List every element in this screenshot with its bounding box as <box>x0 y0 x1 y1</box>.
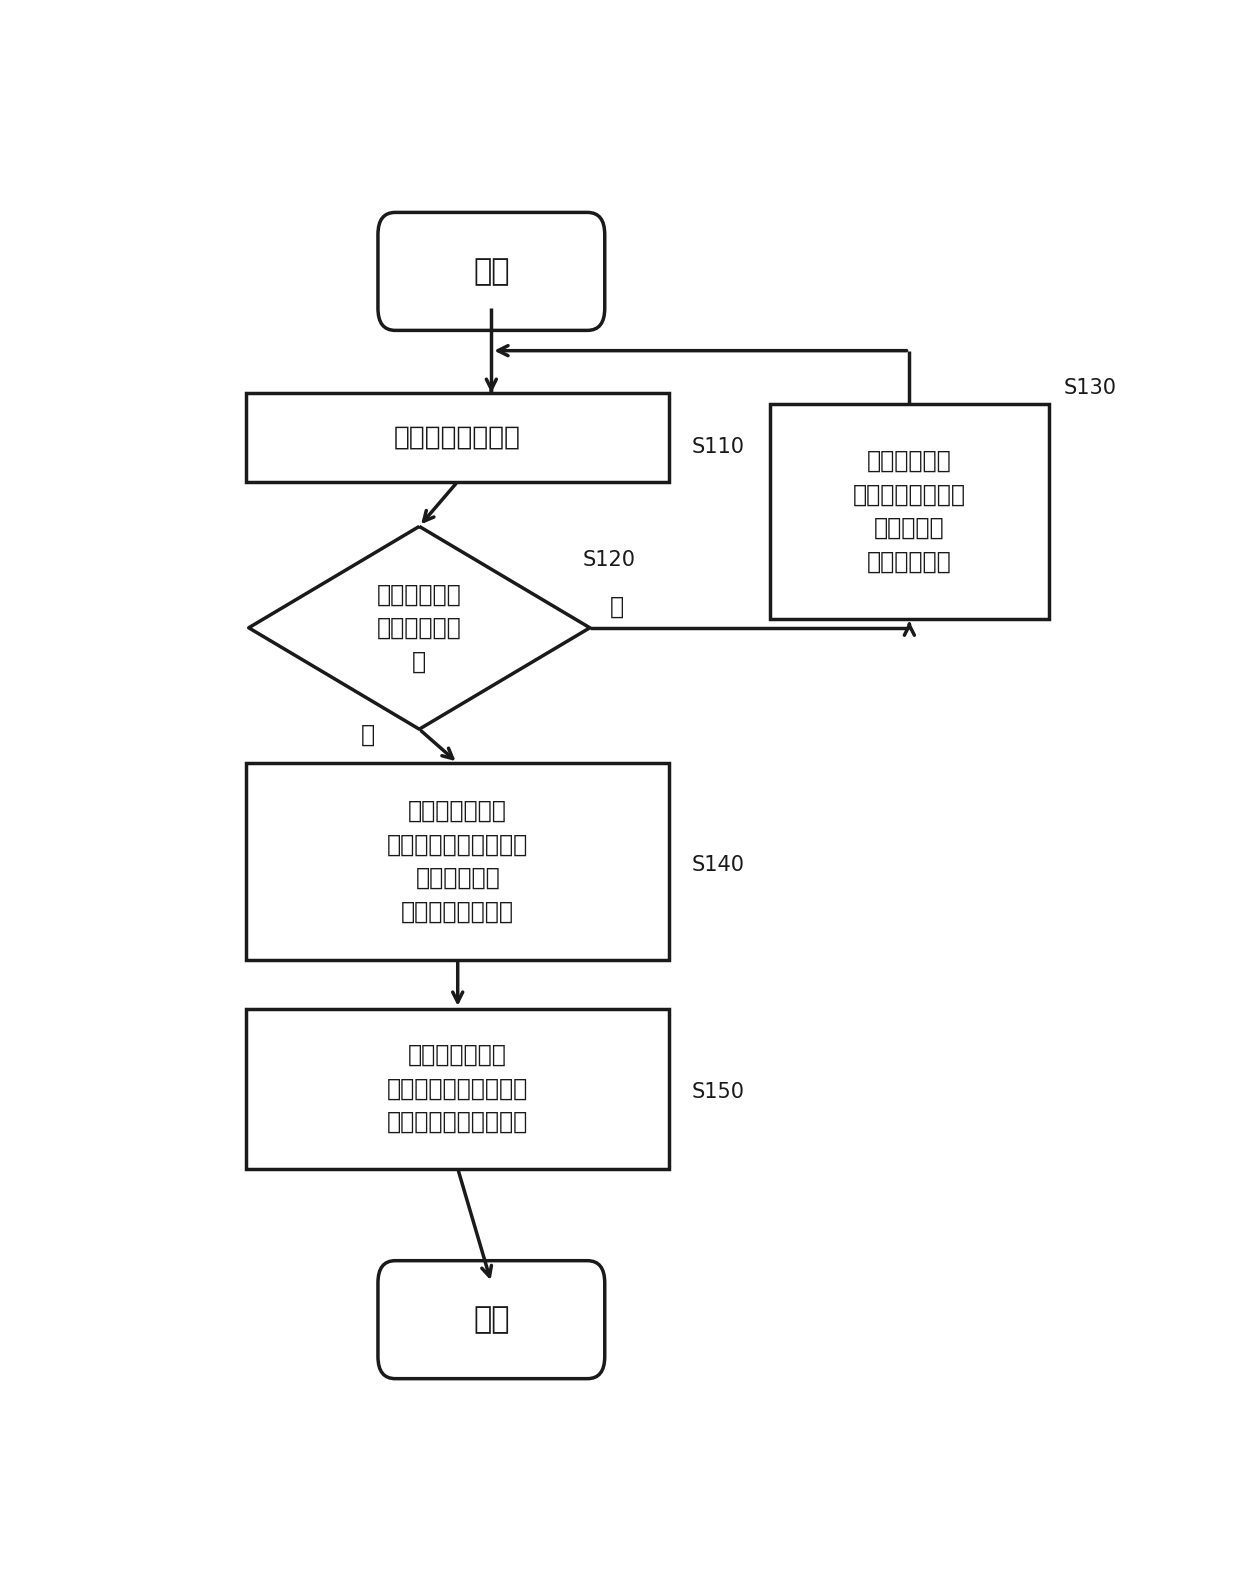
Text: 使可变压缩机
和送风马达以现在
旋转速度和
驱动速度工作: 使可变压缩机 和送风马达以现在 旋转速度和 驱动速度工作 <box>853 448 966 573</box>
Text: 是: 是 <box>361 723 376 747</box>
Text: 在一定的时间、
将可变压缩机驱动轴的
旋转速度降低
到一定比率而工作: 在一定的时间、 将可变压缩机驱动轴的 旋转速度降低 到一定比率而工作 <box>387 800 528 924</box>
Text: 结束: 结束 <box>474 1306 510 1334</box>
Text: 否: 否 <box>610 595 624 619</box>
Bar <box>247 763 670 959</box>
Polygon shape <box>249 527 590 729</box>
Text: S130: S130 <box>1063 378 1116 397</box>
Text: S150: S150 <box>691 1082 744 1103</box>
Bar <box>247 1009 670 1168</box>
Text: S110: S110 <box>691 437 744 456</box>
Text: S140: S140 <box>691 855 744 875</box>
Bar <box>247 393 670 482</box>
Text: 开始: 开始 <box>474 257 510 286</box>
FancyBboxPatch shape <box>378 1261 605 1379</box>
Text: S120: S120 <box>583 551 636 570</box>
FancyBboxPatch shape <box>378 212 605 330</box>
Text: 在一定的时间、
将送风马达的驱动速度
降低到一定比率而工作: 在一定的时间、 将送风马达的驱动速度 降低到一定比率而工作 <box>387 1044 528 1135</box>
Text: 在预设定周期
保持一定湿度
？: 在预设定周期 保持一定湿度 ？ <box>377 583 461 674</box>
Bar <box>770 404 1049 619</box>
Text: 外部空气湿度测量: 外部空气湿度测量 <box>394 425 521 450</box>
